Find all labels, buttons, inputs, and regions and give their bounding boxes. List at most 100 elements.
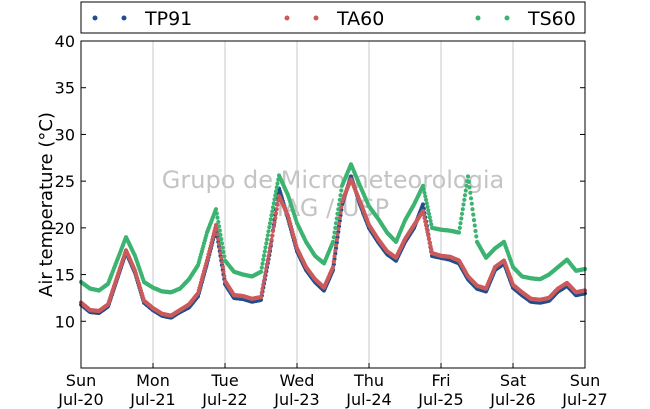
x-tick-label-date: Jul-22 [201, 390, 247, 409]
data-point [425, 204, 430, 209]
data-point [266, 254, 271, 259]
data-point [220, 265, 225, 270]
data-point [220, 245, 225, 250]
data-point [213, 207, 219, 212]
data-point [259, 290, 264, 295]
legend-label: TA60 [336, 8, 384, 30]
data-point [261, 282, 266, 287]
x-tick-label-date: Jul-20 [57, 390, 103, 409]
data-point [423, 197, 429, 202]
y-tick-label: 15 [55, 266, 75, 285]
data-point [333, 248, 338, 253]
x-tick-label-day: Sun [570, 371, 600, 390]
data-point [456, 230, 462, 235]
data-point [267, 246, 273, 251]
data-point [423, 194, 428, 199]
data-point [421, 187, 426, 192]
x-tick-label-date: Jul-27 [561, 390, 607, 409]
data-point [472, 223, 477, 228]
data-point [219, 237, 224, 242]
data-point [271, 201, 276, 206]
data-point [267, 250, 272, 255]
data-point [332, 254, 337, 259]
y-tick-label: 10 [55, 312, 75, 331]
y-tick-label: 30 [55, 125, 75, 144]
data-point [428, 244, 433, 249]
data-point [424, 201, 429, 206]
axes: 10152025303540SunJul-20MonJul-21TueJul-2… [55, 32, 608, 409]
data-point [261, 278, 267, 283]
data-point [338, 193, 343, 198]
data-point [334, 216, 339, 221]
data-point [474, 234, 479, 239]
data-point [216, 224, 222, 229]
data-point [422, 190, 427, 195]
data-point [331, 259, 336, 264]
data-point [267, 221, 273, 226]
data-point [219, 241, 225, 246]
data-point [269, 237, 274, 242]
data-point [274, 185, 279, 190]
data-point [473, 228, 478, 234]
data-point [273, 215, 278, 220]
y-axis-label: Air temperature (°C) [36, 112, 57, 297]
legend-box [80, 1, 586, 34]
data-point [468, 190, 473, 195]
legend-marker [92, 15, 98, 21]
x-tick-label-day: Fri [431, 371, 450, 390]
data-point [262, 274, 267, 279]
series-ta60 [78, 177, 588, 318]
x-tick-label-day: Sun [66, 371, 96, 390]
data-point [420, 208, 426, 214]
data-point [261, 253, 267, 258]
data-point [334, 237, 339, 242]
x-tick-label-day: Sat [500, 371, 526, 390]
data-point [467, 185, 472, 190]
data-point [333, 243, 339, 248]
legend-marker [313, 15, 319, 21]
x-tick-label-date: Jul-21 [129, 390, 175, 409]
data-point [273, 211, 279, 216]
data-point [272, 197, 277, 202]
data-point [265, 233, 270, 238]
data-point [471, 212, 476, 217]
legend-marker [475, 15, 481, 21]
x-tick-label-date: Jul-24 [345, 390, 391, 409]
y-tick-label: 35 [55, 79, 75, 98]
data-point [333, 221, 339, 226]
legend-label: TP91 [144, 8, 192, 30]
data-point [263, 245, 268, 250]
data-point [427, 215, 432, 220]
data-point [330, 265, 336, 270]
data-point [333, 225, 338, 230]
data-point [221, 269, 226, 274]
x-tick-label-day: Tue [210, 371, 238, 390]
data-point [426, 211, 432, 216]
data-point [457, 225, 462, 230]
data-point [460, 207, 465, 212]
data-point [264, 262, 270, 267]
data-point [471, 218, 477, 223]
data-point [215, 215, 220, 220]
data-point [258, 294, 264, 300]
data-point [336, 202, 342, 207]
data-point [330, 239, 336, 244]
x-tick-label-date: Jul-23 [273, 390, 319, 409]
data-point [268, 217, 273, 222]
data-point [463, 188, 468, 193]
data-point [217, 228, 222, 233]
data-point [426, 233, 431, 238]
data-point [261, 257, 266, 262]
data-point [458, 221, 463, 226]
data-point [218, 232, 223, 237]
data-point [335, 232, 340, 237]
data-point [466, 179, 471, 184]
data-point [331, 235, 336, 240]
watermark-text: Grupo de Micrometeorologia [162, 166, 504, 194]
data-point [272, 220, 277, 225]
legend-marker [504, 15, 510, 21]
data-point [265, 258, 270, 263]
data-point [420, 183, 426, 188]
data-point [339, 188, 344, 193]
data-point [427, 240, 432, 245]
